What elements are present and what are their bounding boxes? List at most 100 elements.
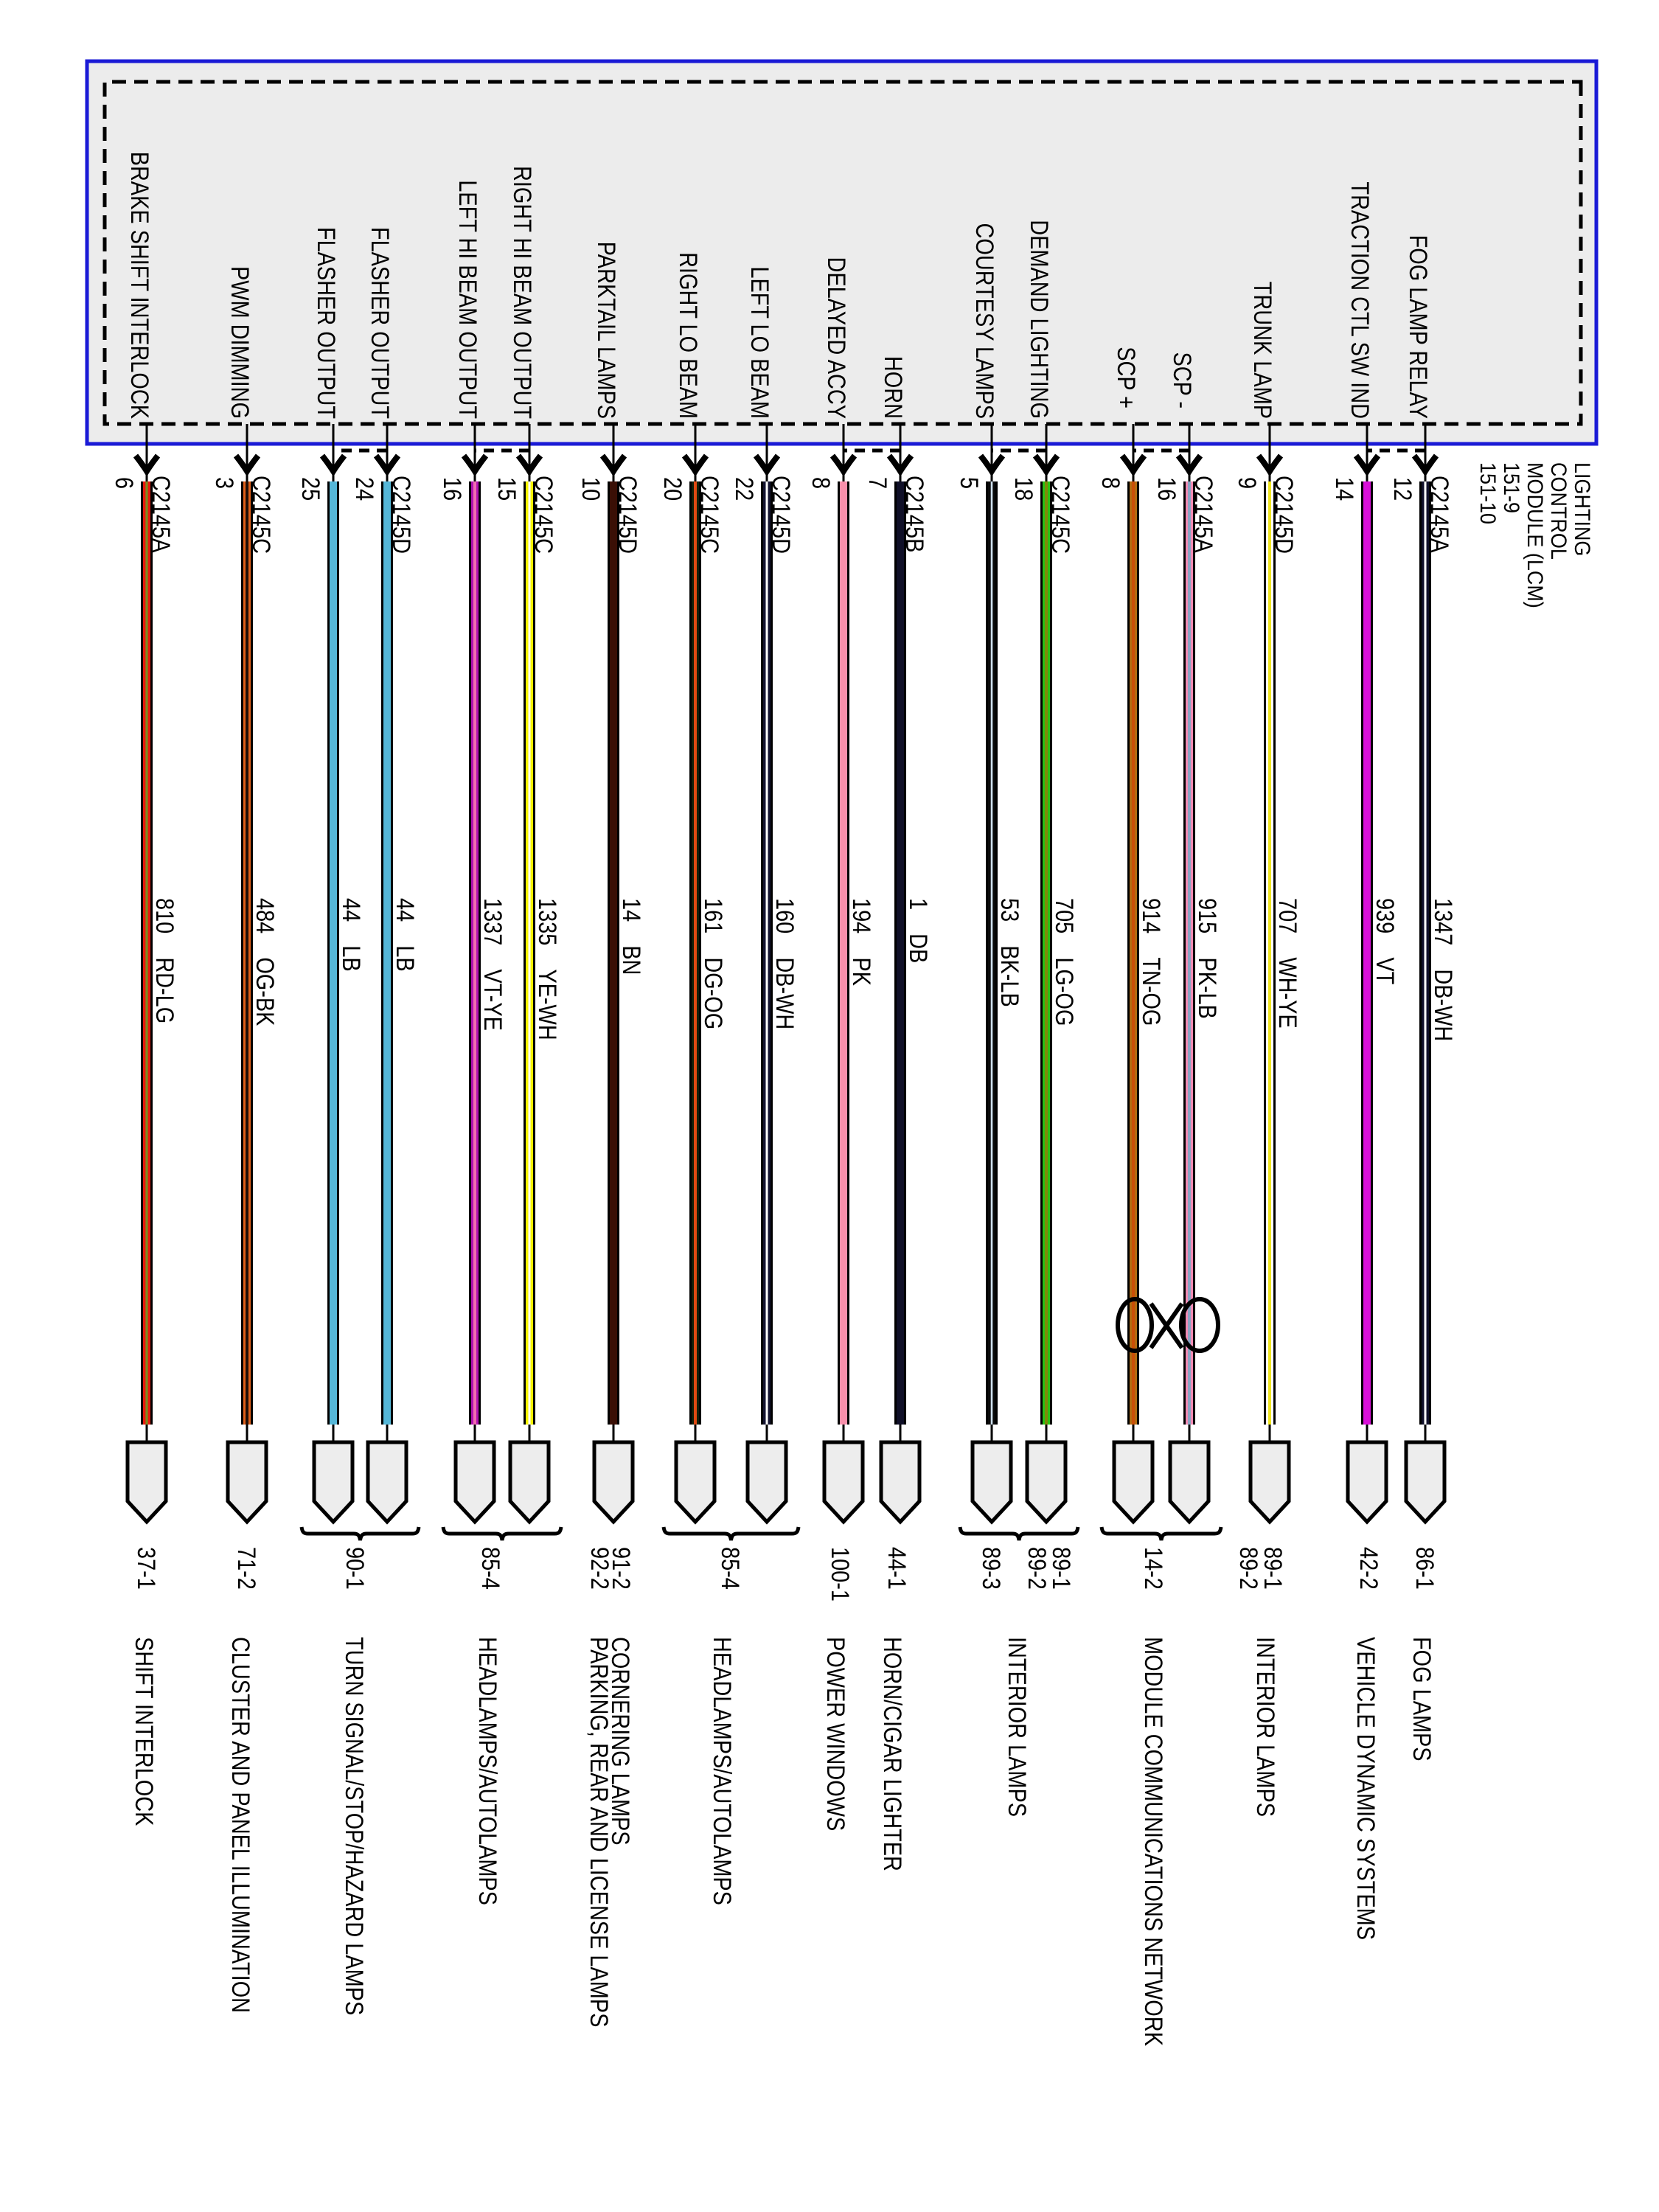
- svg-text:1335 YE-WH: 1335 YE-WH: [533, 898, 562, 1040]
- svg-text:151-9: 151-9: [1499, 462, 1524, 513]
- svg-text:C2145A: C2145A: [1189, 476, 1218, 552]
- svg-text:12: 12: [1388, 477, 1417, 501]
- svg-text:85-4: 85-4: [476, 1547, 505, 1590]
- svg-text:6: 6: [110, 477, 139, 489]
- svg-text:COURTESY LAMPS: COURTESY LAMPS: [970, 223, 999, 419]
- svg-text:CLUSTER AND PANEL ILLUMINATION: CLUSTER AND PANEL ILLUMINATION: [226, 1637, 255, 2013]
- svg-text:37-1: 37-1: [132, 1547, 161, 1590]
- svg-text:71-2: 71-2: [232, 1547, 261, 1590]
- svg-text:C2145C: C2145C: [1046, 476, 1075, 554]
- svg-text:SCP -: SCP -: [1168, 352, 1197, 408]
- svg-text:7: 7: [863, 477, 892, 489]
- svg-text:151-10: 151-10: [1475, 462, 1500, 524]
- svg-text:89-3: 89-3: [977, 1547, 1006, 1590]
- svg-text:INTERIOR LAMPS: INTERIOR LAMPS: [1251, 1637, 1280, 1817]
- svg-text:FLASHER OUTPUT: FLASHER OUTPUT: [312, 227, 341, 419]
- svg-text:SCP +: SCP +: [1112, 347, 1141, 408]
- svg-text:91-2: 91-2: [607, 1547, 636, 1590]
- svg-text:FLASHER OUTPUT: FLASHER OUTPUT: [366, 227, 394, 419]
- svg-text:24: 24: [350, 477, 379, 501]
- svg-text:C2145D: C2145D: [1270, 476, 1298, 554]
- svg-text:705 LG-OG: 705 LG-OG: [1050, 898, 1079, 1026]
- svg-text:8: 8: [807, 477, 835, 489]
- svg-text:89-2: 89-2: [1023, 1547, 1051, 1590]
- svg-text:20: 20: [658, 477, 687, 501]
- svg-text:C2145D: C2145D: [767, 476, 796, 554]
- svg-text:89-2: 89-2: [1234, 1547, 1263, 1590]
- svg-text:MODULE COMMUNICATIONS NETWORK: MODULE COMMUNICATIONS NETWORK: [1139, 1637, 1168, 2046]
- svg-text:161 DG-OG: 161 DG-OG: [699, 898, 728, 1029]
- svg-text:FOG LAMPS: FOG LAMPS: [1408, 1637, 1436, 1761]
- svg-text:PARKING, REAR AND LICENSE LAMP: PARKING, REAR AND LICENSE LAMPS: [585, 1637, 613, 2027]
- svg-text:LEFT HI BEAM OUTPUT: LEFT HI BEAM OUTPUT: [453, 180, 482, 419]
- svg-text:85-4: 85-4: [716, 1547, 745, 1590]
- svg-text:RIGHT LO BEAM: RIGHT LO BEAM: [674, 252, 703, 419]
- svg-text:CONTROL: CONTROL: [1546, 462, 1571, 560]
- svg-text:HORN/CIGAR LIGHTER: HORN/CIGAR LIGHTER: [878, 1637, 907, 1871]
- svg-text:810 RD-LG: 810 RD-LG: [150, 898, 179, 1023]
- svg-text:C2145A: C2145A: [1425, 476, 1454, 552]
- svg-text:914 TN-OG: 914 TN-OG: [1137, 898, 1166, 1026]
- svg-text:DEMAND LIGHTING: DEMAND LIGHTING: [1025, 220, 1054, 419]
- svg-text:RIGHT HI BEAM OUTPUT: RIGHT HI BEAM OUTPUT: [508, 166, 537, 419]
- svg-text:1347 DB-WH: 1347 DB-WH: [1429, 898, 1458, 1041]
- svg-text:1 DB: 1 DB: [904, 898, 933, 963]
- svg-text:HEADLAMPS/AUTOLAMPS: HEADLAMPS/AUTOLAMPS: [708, 1637, 737, 1905]
- svg-text:C2145C: C2145C: [695, 476, 724, 554]
- svg-text:C2145A: C2145A: [147, 476, 175, 552]
- svg-text:18: 18: [1009, 477, 1038, 501]
- svg-text:SHIFT INTERLOCK: SHIFT INTERLOCK: [130, 1637, 159, 1826]
- svg-text:CORNERING LAMPS: CORNERING LAMPS: [606, 1637, 635, 1846]
- svg-text:194 PK: 194 PK: [847, 898, 876, 986]
- svg-text:44-1: 44-1: [883, 1547, 911, 1590]
- svg-text:90-1: 90-1: [341, 1547, 369, 1590]
- svg-text:MODULE (LCM): MODULE (LCM): [1523, 462, 1548, 608]
- svg-text:915 PK-LB: 915 PK-LB: [1193, 898, 1222, 1019]
- svg-text:3: 3: [210, 477, 239, 489]
- svg-text:DELAYED ACCY: DELAYED ACCY: [822, 257, 851, 419]
- svg-text:FOG LAMP RELAY: FOG LAMP RELAY: [1404, 235, 1433, 419]
- svg-text:53 BK-LB: 53 BK-LB: [995, 898, 1024, 1007]
- svg-text:25: 25: [296, 477, 325, 501]
- svg-text:89-1: 89-1: [1047, 1547, 1076, 1590]
- svg-text:PWM DIMMING: PWM DIMMING: [226, 266, 254, 419]
- svg-text:LIGHTING: LIGHTING: [1570, 462, 1595, 556]
- svg-text:1337 VT-YE: 1337 VT-YE: [479, 898, 507, 1031]
- svg-text:89-1: 89-1: [1259, 1547, 1287, 1590]
- svg-text:5: 5: [955, 477, 984, 489]
- svg-text:VEHICLE DYNAMIC SYSTEMS: VEHICLE DYNAMIC SYSTEMS: [1352, 1637, 1380, 1940]
- svg-text:9: 9: [1233, 477, 1262, 489]
- svg-text:100-1: 100-1: [826, 1547, 855, 1601]
- svg-text:TURN SIGNAL/STOP/HAZARD LAMPS: TURN SIGNAL/STOP/HAZARD LAMPS: [340, 1637, 369, 2015]
- svg-text:14 BN: 14 BN: [617, 898, 646, 975]
- svg-text:22: 22: [730, 477, 759, 501]
- svg-text:LEFT LO BEAM: LEFT LO BEAM: [745, 266, 774, 419]
- svg-text:92-2: 92-2: [585, 1547, 614, 1590]
- svg-text:707 WH-YE: 707 WH-YE: [1273, 898, 1302, 1029]
- svg-text:C2145D: C2145D: [387, 476, 416, 554]
- svg-text:160 DB-WH: 160 DB-WH: [771, 898, 799, 1029]
- svg-text:16: 16: [1152, 477, 1181, 501]
- svg-text:16: 16: [438, 477, 467, 501]
- svg-text:14: 14: [1330, 477, 1359, 501]
- svg-text:8: 8: [1096, 477, 1125, 489]
- svg-text:POWER WINDOWS: POWER WINDOWS: [821, 1637, 850, 1831]
- svg-text:HEADLAMPS/AUTOLAMPS: HEADLAMPS/AUTOLAMPS: [473, 1637, 502, 1905]
- svg-text:42-2: 42-2: [1354, 1547, 1383, 1590]
- svg-text:86-1: 86-1: [1411, 1547, 1439, 1590]
- svg-text:BRAKE SHIFT INTERLOCK: BRAKE SHIFT INTERLOCK: [125, 152, 154, 419]
- svg-text:INTERIOR LAMPS: INTERIOR LAMPS: [1003, 1637, 1032, 1817]
- svg-text:939 VT: 939 VT: [1371, 898, 1399, 984]
- svg-text:C2145D: C2145D: [613, 476, 642, 554]
- svg-text:TRACTION CTL SW IND: TRACTION CTL SW IND: [1346, 181, 1374, 419]
- svg-text:10: 10: [577, 477, 605, 501]
- svg-text:44 LB: 44 LB: [391, 898, 420, 972]
- svg-text:15: 15: [493, 477, 521, 501]
- svg-text:HORN: HORN: [879, 356, 908, 419]
- svg-text:14-2: 14-2: [1139, 1547, 1168, 1590]
- svg-text:C2145C: C2145C: [247, 476, 276, 554]
- svg-text:44 LB: 44 LB: [337, 898, 366, 972]
- svg-text:C2145C: C2145C: [529, 476, 558, 554]
- svg-text:PARKTAIL LAMPS: PARKTAIL LAMPS: [592, 242, 621, 419]
- svg-text:484 OG-BK: 484 OG-BK: [251, 898, 279, 1026]
